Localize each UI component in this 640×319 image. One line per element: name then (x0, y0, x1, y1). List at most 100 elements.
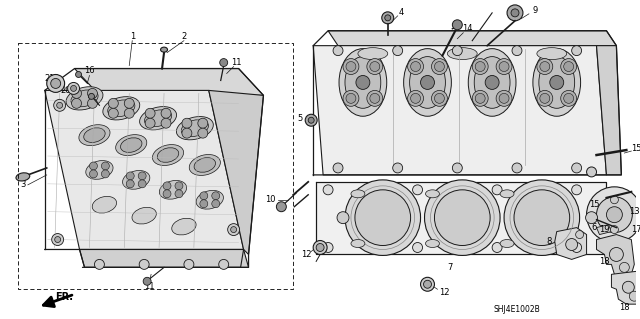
Text: 2: 2 (181, 32, 186, 41)
Ellipse shape (116, 135, 147, 156)
Ellipse shape (447, 48, 477, 60)
Circle shape (70, 85, 77, 92)
Polygon shape (79, 249, 248, 267)
Circle shape (90, 170, 97, 178)
Ellipse shape (161, 47, 168, 52)
Circle shape (367, 59, 383, 75)
Ellipse shape (426, 240, 440, 248)
Circle shape (163, 190, 171, 198)
Circle shape (452, 20, 462, 30)
Circle shape (485, 76, 499, 89)
Circle shape (572, 46, 582, 56)
Circle shape (88, 98, 97, 108)
Text: 12: 12 (439, 288, 450, 297)
Text: 20: 20 (60, 86, 71, 95)
Text: 21: 21 (44, 74, 55, 83)
Circle shape (323, 242, 333, 252)
Circle shape (145, 108, 155, 118)
Ellipse shape (196, 190, 223, 209)
Circle shape (499, 93, 509, 103)
Text: 16: 16 (84, 66, 95, 75)
Circle shape (476, 93, 485, 103)
Ellipse shape (103, 97, 140, 120)
Ellipse shape (145, 110, 172, 127)
Circle shape (175, 190, 183, 198)
Circle shape (575, 231, 584, 239)
Circle shape (313, 241, 327, 255)
Polygon shape (596, 225, 611, 234)
Circle shape (561, 59, 577, 75)
Polygon shape (313, 46, 607, 175)
Circle shape (316, 243, 324, 251)
Circle shape (492, 242, 502, 252)
Ellipse shape (345, 56, 381, 108)
Circle shape (472, 90, 488, 106)
Ellipse shape (468, 48, 516, 116)
Text: 7: 7 (448, 263, 453, 272)
Circle shape (212, 200, 220, 208)
Circle shape (305, 114, 317, 126)
Circle shape (609, 248, 623, 261)
Circle shape (356, 76, 370, 89)
Circle shape (219, 259, 228, 269)
Ellipse shape (339, 48, 387, 116)
Circle shape (431, 59, 447, 75)
Circle shape (431, 90, 447, 106)
Ellipse shape (474, 56, 510, 108)
Circle shape (512, 163, 522, 173)
Circle shape (411, 93, 420, 103)
Ellipse shape (189, 154, 220, 175)
Polygon shape (596, 234, 634, 277)
Ellipse shape (132, 207, 156, 224)
Circle shape (408, 59, 424, 75)
Circle shape (184, 259, 194, 269)
Circle shape (564, 62, 573, 71)
Text: 4: 4 (399, 8, 404, 17)
Circle shape (499, 62, 509, 71)
Circle shape (472, 59, 488, 75)
Circle shape (566, 239, 578, 250)
Circle shape (611, 196, 618, 204)
Circle shape (452, 46, 462, 56)
Circle shape (411, 62, 420, 71)
Circle shape (212, 192, 220, 200)
Circle shape (596, 197, 632, 233)
Ellipse shape (177, 116, 213, 140)
Circle shape (182, 118, 192, 128)
Polygon shape (209, 90, 264, 255)
Text: 18: 18 (599, 257, 610, 266)
Ellipse shape (539, 56, 575, 108)
Ellipse shape (66, 87, 103, 110)
Circle shape (333, 46, 343, 56)
Circle shape (108, 98, 118, 108)
Circle shape (346, 93, 356, 103)
Circle shape (198, 128, 208, 138)
Circle shape (382, 12, 394, 24)
Text: 13: 13 (629, 207, 639, 216)
Circle shape (95, 259, 104, 269)
Circle shape (393, 46, 403, 56)
Circle shape (343, 90, 359, 106)
Text: 6: 6 (592, 223, 597, 232)
Circle shape (420, 76, 435, 89)
Ellipse shape (537, 48, 566, 60)
Text: 18: 18 (619, 303, 630, 312)
Ellipse shape (16, 173, 29, 181)
Circle shape (511, 9, 519, 17)
Circle shape (496, 59, 512, 75)
Circle shape (323, 185, 333, 195)
Circle shape (90, 162, 97, 170)
Circle shape (370, 93, 380, 103)
Circle shape (198, 118, 208, 128)
Circle shape (138, 172, 146, 180)
Circle shape (435, 190, 490, 246)
Circle shape (355, 190, 411, 246)
Circle shape (564, 93, 573, 103)
Circle shape (124, 108, 134, 118)
Circle shape (572, 163, 582, 173)
Circle shape (138, 180, 146, 188)
Circle shape (550, 76, 564, 89)
Circle shape (587, 187, 640, 242)
Polygon shape (75, 69, 264, 95)
Text: 15: 15 (631, 144, 640, 152)
